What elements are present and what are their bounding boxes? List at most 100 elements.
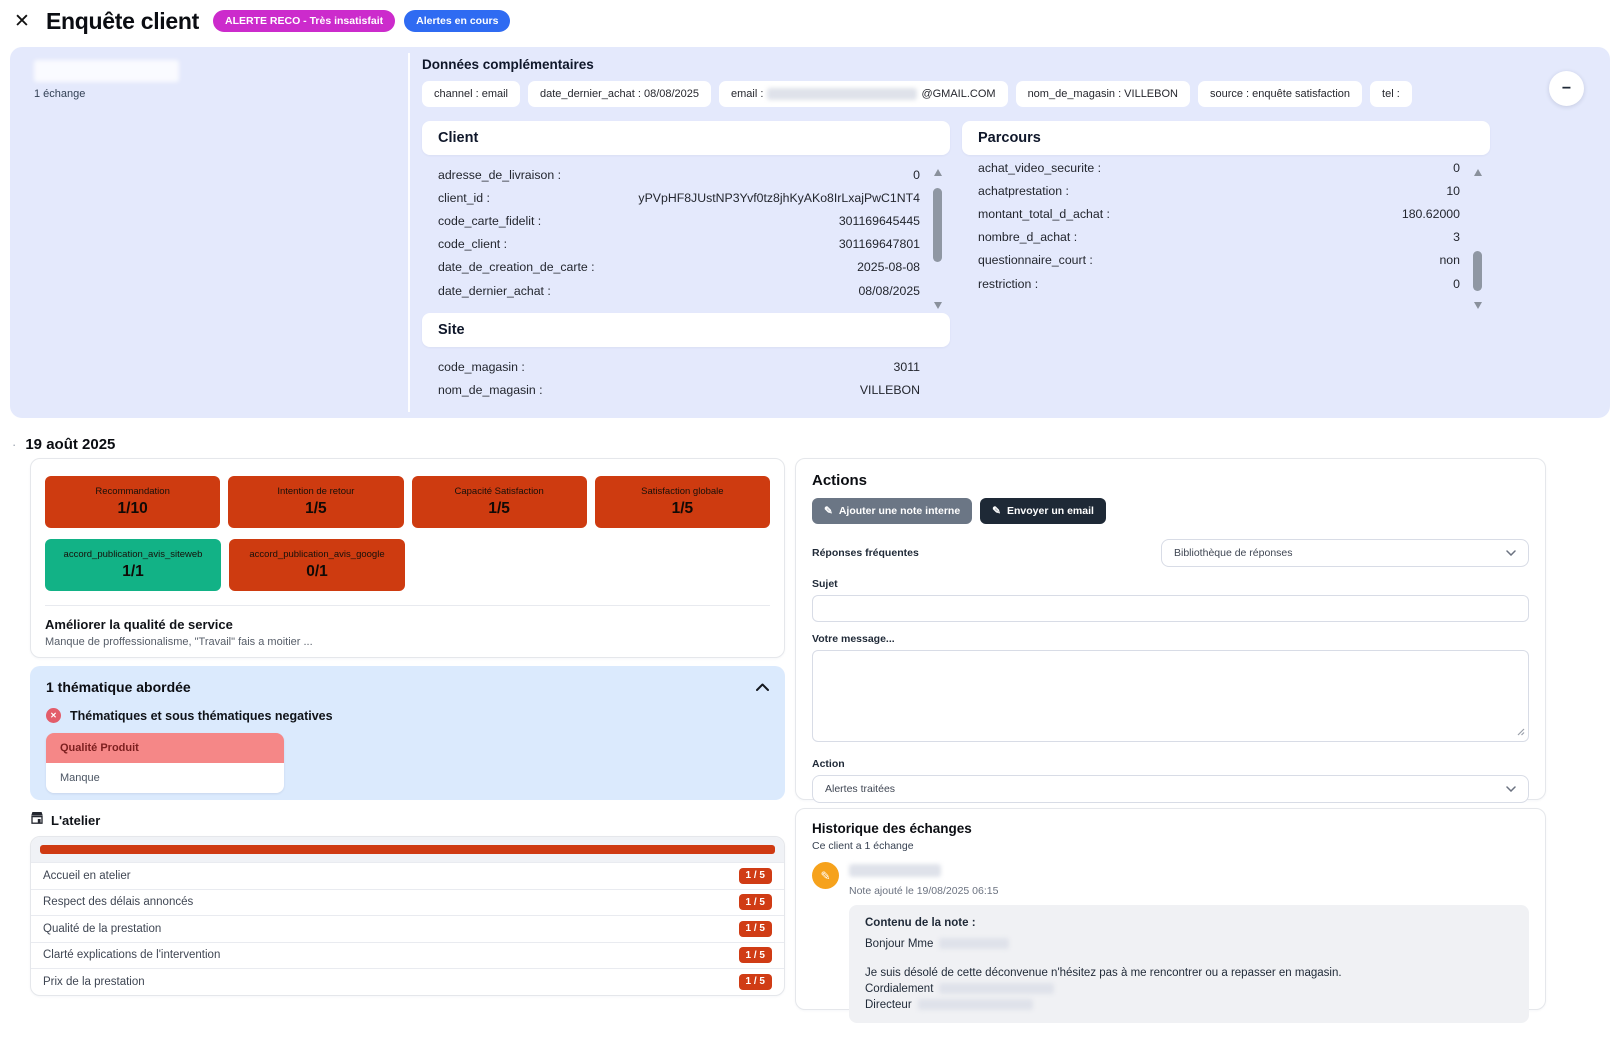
- score-value: 1/5: [305, 500, 327, 517]
- chip-email: email : @GMAIL.COM: [719, 81, 1008, 108]
- atelier-row: Clarté explications de l'intervention 1 /…: [31, 941, 784, 969]
- scroll-up-icon[interactable]: [933, 169, 942, 177]
- kv-value: 10: [1446, 183, 1460, 198]
- actions-title: Actions: [812, 472, 868, 489]
- kv-key: achatprestation :: [978, 183, 1069, 198]
- score-label: Capacité Satisfaction: [454, 486, 544, 497]
- subject-label: Sujet: [812, 578, 838, 590]
- kv-key: date_de_creation_de_carte :: [438, 260, 595, 275]
- kv-key: achat_video_securite :: [978, 163, 1102, 175]
- kv-value: 180.62000: [1401, 207, 1460, 222]
- action-select[interactable]: Alertes traitées: [812, 775, 1529, 803]
- pencil-icon: ✎: [824, 505, 833, 517]
- negative-x-icon: ✕: [46, 708, 61, 723]
- survey-date-row: · 19 août 2025: [12, 436, 115, 453]
- client-scrollbar[interactable]: [931, 169, 944, 310]
- atelier-header: L'atelier: [30, 811, 100, 829]
- kv-value: 3011: [893, 359, 920, 374]
- kv-row: adresse_de_livraison : 0: [438, 163, 920, 186]
- note-role-text: Directeur: [865, 999, 912, 1011]
- action-label: Action: [812, 758, 845, 770]
- client-section-title: Client: [422, 121, 950, 156]
- close-icon[interactable]: ✕: [14, 10, 30, 32]
- actions-card: Actions ✎ Ajouter une note interne ✎ Env…: [795, 458, 1546, 842]
- score-label: Intention de retour: [277, 486, 355, 497]
- score-tile-satisfaction-globale: Satisfaction globale 1/5: [594, 476, 770, 528]
- kv-row: nom_de_magasin : VILLEBON: [438, 378, 920, 401]
- message-textarea[interactable]: [812, 650, 1529, 742]
- name-redacted: [917, 999, 1033, 1011]
- customer-identity: 1 échange: [34, 60, 394, 100]
- chevron-up-icon[interactable]: [756, 678, 769, 696]
- send-email-button[interactable]: ✎ Envoyer un email: [980, 498, 1106, 524]
- kv-key: client_id :: [438, 190, 490, 205]
- scroll-down-icon[interactable]: [933, 302, 942, 310]
- scroll-thumb[interactable]: [1473, 251, 1482, 292]
- kv-value: 0: [913, 167, 920, 182]
- atelier-title: L'atelier: [51, 812, 101, 828]
- atelier-score-badge: 1 / 5: [738, 973, 772, 990]
- response-library-select[interactable]: Bibliothèque de réponses: [1161, 539, 1529, 567]
- score-value: 1/5: [671, 500, 694, 517]
- note-content-box: Contenu de la note : Bonjour Mme Je suis…: [849, 905, 1529, 1023]
- note-greeting-text: Bonjour Mme: [865, 938, 934, 950]
- client-kv-list: adresse_de_livraison : 0 client_id : yPVpH…: [422, 163, 950, 302]
- themes-title: 1 thématique abordée: [46, 679, 191, 695]
- note-body: Je suis désolé de cette déconvenue n'hés…: [865, 967, 1342, 979]
- customer-overview-panel: 1 échange Données complémentaires channe…: [10, 47, 1610, 418]
- kv-row: montant_total_d_achat : 180.62000: [978, 202, 1460, 225]
- subtheme-chip[interactable]: Manque: [46, 763, 284, 793]
- email-redacted: [767, 88, 918, 101]
- atelier-row: Respect des délais annoncés 1 / 5: [31, 888, 784, 916]
- minimize-button[interactable]: −: [1549, 71, 1584, 106]
- add-internal-note-button[interactable]: ✎ Ajouter une note interne: [812, 498, 973, 524]
- score-tile-recommandation: Recommandation 1/10: [45, 476, 221, 528]
- history-title: Historique des échanges: [812, 821, 972, 836]
- kv-key: nombre_d_achat :: [978, 230, 1078, 245]
- chevron-down-icon: [1506, 783, 1516, 795]
- scroll-up-icon[interactable]: [1473, 169, 1482, 177]
- resize-grip-icon[interactable]: [1516, 723, 1525, 741]
- note-regards-text: Cordialement: [865, 983, 934, 995]
- chip-channel: channel : email: [422, 81, 520, 108]
- scroll-thumb[interactable]: [933, 188, 942, 263]
- chip-email-suffix: @GMAIL.COM: [921, 88, 996, 100]
- kv-key: questionnaire_court :: [978, 253, 1093, 268]
- kv-row: questionnaire_court : non: [978, 249, 1460, 272]
- parcours-section-title: Parcours: [962, 121, 1490, 156]
- subject-input[interactable]: [812, 595, 1529, 622]
- score-label: accord_publication_avis_siteweb: [63, 549, 203, 560]
- divider: [45, 605, 770, 606]
- atelier-row: Accueil en atelier 1 / 5: [31, 862, 784, 889]
- chip-source: source : enquête satisfaction: [1197, 81, 1363, 108]
- kv-row: code_client : 301169647801: [438, 233, 920, 256]
- score-value: 1/1: [122, 563, 144, 580]
- kv-row: code_magasin : 3011: [438, 355, 920, 378]
- scroll-down-icon[interactable]: [1473, 302, 1482, 310]
- history-subtitle: Ce client a 1 échange: [812, 840, 914, 852]
- verbatim-title: Améliorer la qualité de service: [45, 617, 233, 632]
- score-label: Satisfaction globale: [641, 486, 724, 497]
- kv-row: code_carte_fidelit : 301169645445: [438, 209, 920, 232]
- score-tile-avis-siteweb: accord_publication_avis_siteweb 1/1: [45, 539, 221, 591]
- kv-value: non: [1439, 253, 1460, 268]
- theme-group[interactable]: Qualité Produit Manque: [46, 733, 284, 793]
- survey-date: 19 août 2025: [25, 436, 116, 453]
- theme-chip[interactable]: Qualité Produit: [46, 733, 284, 763]
- note-meta: Note ajouté le 19/08/2025 06:15: [849, 885, 999, 897]
- history-entry: ✎ Note ajouté le 19/08/2025 06:15: [812, 862, 1529, 897]
- page-title: Enquête client: [46, 7, 199, 34]
- verbatim-text: Manque de proffessionalisme, "Travail" f…: [45, 636, 313, 648]
- atelier-score-badge: 1 / 5: [738, 867, 772, 884]
- name-redacted: [939, 938, 1010, 950]
- workshop-icon: [30, 811, 44, 829]
- kv-value: 301169645445: [838, 214, 920, 229]
- app-header: ✕ Enquête client ALERTE RECO - Très insa…: [0, 0, 1623, 42]
- site-section-title: Site: [422, 313, 950, 348]
- atelier-score-badge: 1 / 5: [738, 920, 772, 937]
- note-greeting: Bonjour Mme: [865, 937, 1513, 951]
- parcours-scrollbar[interactable]: [1471, 169, 1484, 310]
- client-section: Client adresse_de_livraison : 0 client_id…: [422, 121, 950, 402]
- customer-name-redacted: [34, 60, 179, 82]
- kv-key: code_magasin :: [438, 359, 525, 374]
